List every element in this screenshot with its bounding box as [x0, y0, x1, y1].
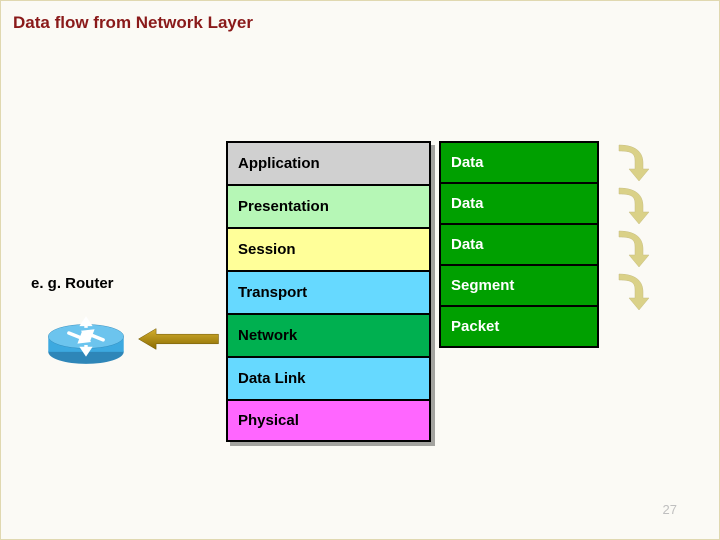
flow-arrows-column [603, 141, 658, 313]
flow-down-arrow-icon [603, 184, 658, 227]
osi-layer-transport: Transport [226, 270, 431, 313]
page-number: 27 [663, 502, 677, 517]
slide-title: Data flow from Network Layer [13, 13, 253, 33]
pdu-session: Data [439, 223, 599, 266]
pdu-transport: Segment [439, 264, 599, 307]
pdu-column: DataDataDataSegmentPacket [439, 141, 599, 346]
osi-layer-physical: Physical [226, 399, 431, 442]
flow-down-arrow-icon [603, 270, 658, 313]
pdu-network: Packet [439, 305, 599, 348]
osi-layer-presentation: Presentation [226, 184, 431, 227]
osi-layer-data-link: Data Link [226, 356, 431, 399]
router-icon [41, 309, 131, 369]
flow-down-arrow-icon [603, 227, 658, 270]
pdu-application: Data [439, 141, 599, 184]
osi-layer-column: ApplicationPresentationSessionTransportN… [226, 141, 431, 442]
osi-layer-application: Application [226, 141, 431, 184]
router-label: e. g. Router [31, 275, 114, 292]
flow-down-arrow-icon [603, 141, 658, 184]
osi-layer-network: Network [226, 313, 431, 356]
arrow-to-router-icon [136, 327, 221, 351]
pdu-presentation: Data [439, 182, 599, 225]
osi-layer-session: Session [226, 227, 431, 270]
